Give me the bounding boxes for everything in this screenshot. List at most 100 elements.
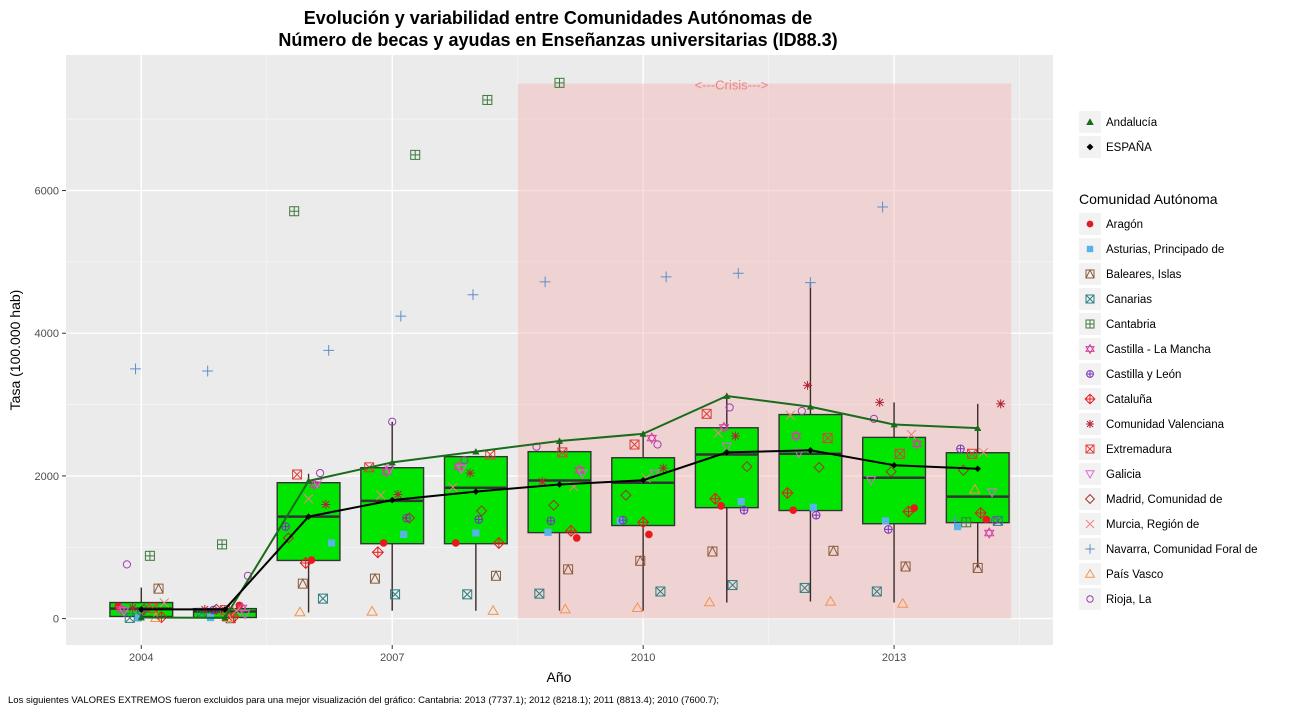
point-cantabria <box>289 206 300 217</box>
boxplot-2006 <box>276 473 341 613</box>
point-rioja-la <box>653 440 662 449</box>
point-comunidad-valenciana <box>658 463 668 473</box>
point-catalu-a <box>709 492 722 505</box>
y-tick-label: 6000 <box>35 186 59 198</box>
legend-key <box>1079 588 1101 610</box>
x-tick-label: 2013 <box>882 652 906 664</box>
y-tick-label: 0 <box>53 614 59 626</box>
legend-label: ESPAÑA <box>1106 141 1152 154</box>
line-point-andalucía <box>806 403 815 410</box>
point-extremadura <box>701 408 712 419</box>
y-axis-title: Tasa (100.000 hab) <box>7 290 23 411</box>
legend-label: Extremadura <box>1106 444 1172 456</box>
point-comunidad-valenciana <box>128 603 138 613</box>
legend-marker-icon <box>1086 220 1094 228</box>
point-comunidad-valenciana <box>465 468 475 478</box>
legend-label: Murcia, Región de <box>1106 519 1199 531</box>
point-catalu-a <box>781 486 794 500</box>
boxplot-2009 <box>527 440 592 611</box>
legend-marker-icon <box>1084 393 1096 405</box>
legend-marker-icon <box>1084 493 1096 505</box>
legend-marker-icon <box>1085 519 1095 529</box>
point-rioja-la <box>725 403 734 412</box>
point-pa-s-vasco <box>703 596 716 607</box>
legend-key <box>1079 563 1101 585</box>
point-cantabria <box>144 550 155 561</box>
x-axis-title: Año <box>547 669 572 685</box>
legend-label: Navarra, Comunidad Foral de <box>1106 544 1258 556</box>
point-galicia <box>239 610 251 620</box>
point-canarias <box>124 612 135 623</box>
legend-label: Cantabria <box>1106 319 1156 331</box>
legend-item: País Vasco <box>1079 563 1163 585</box>
point-castilla-y-le-n <box>811 510 821 520</box>
point-navarra-comunidad-foral-de <box>732 267 744 279</box>
legend-item: Castilla - La Mancha <box>1079 338 1211 360</box>
legend-marker-icon <box>1085 343 1095 355</box>
point-galicia <box>456 464 467 475</box>
point-asturias-principado-de <box>881 517 890 525</box>
point-asturias-principado-de <box>616 517 624 525</box>
point-arag-n <box>982 515 991 524</box>
line-point-andalucía <box>974 424 982 431</box>
point-navarra-comunidad-foral-de <box>395 310 407 322</box>
point-baleares-islas <box>369 573 380 584</box>
grid-minor <box>66 55 1053 645</box>
line-point-andalucía <box>221 614 229 621</box>
legend-item: Asturias, Principado de <box>1079 238 1224 260</box>
legend-label: Cataluña <box>1106 394 1153 406</box>
boxplot-2012 <box>778 282 843 602</box>
boxplots <box>109 282 1010 619</box>
boxplot-2008 <box>443 455 508 611</box>
point-castilla-y-le-n <box>956 444 965 454</box>
point-castilla-la-mancha <box>983 527 995 539</box>
point-castilla-la-mancha <box>646 432 658 445</box>
line-point-españa <box>388 496 396 504</box>
line-point-andalucía <box>388 458 396 466</box>
line-point-andalucía <box>137 613 145 621</box>
point-arag-n <box>910 504 919 512</box>
point-murcia-regi-n-de <box>375 490 386 501</box>
point-madrid-comunidad-de <box>475 505 488 517</box>
legend-key <box>1079 263 1101 285</box>
point-castilla-y-le-n <box>546 516 556 526</box>
line-point-andalucía <box>555 437 564 444</box>
point-baleares-islas <box>153 583 164 594</box>
point-rioja-la <box>460 456 469 465</box>
crisis-label: <---Crisis---> <box>695 78 769 93</box>
point-canarias <box>462 589 473 600</box>
legend-marker-icon <box>1085 444 1095 454</box>
point-madrid-comunidad-de <box>548 499 560 511</box>
point-castilla-y-le-n <box>739 505 749 515</box>
point-cantabria <box>410 149 421 160</box>
point-galicia <box>865 476 877 486</box>
point-pa-s-vasco <box>896 597 909 608</box>
legend-item: Castilla y León <box>1079 363 1181 385</box>
point-baleares-islas <box>297 578 308 589</box>
x-tick-label: 2007 <box>380 652 404 664</box>
point-asturias-principado-de <box>809 503 817 511</box>
point-baleares-islas <box>828 545 839 556</box>
point-canarias <box>799 582 810 593</box>
point-extremadura <box>966 448 977 459</box>
legend-item: Galicia <box>1079 463 1142 485</box>
legend-label: País Vasco <box>1106 569 1163 581</box>
point-asturias-principado-de <box>327 539 336 547</box>
line-point-españa <box>890 461 898 469</box>
point-navarra-comunidad-foral-de <box>323 344 335 356</box>
point-murcia-regi-n-de <box>303 493 314 504</box>
legend-marker-icon <box>1085 470 1095 480</box>
line-point-andalucía <box>723 392 731 399</box>
point-madrid-comunidad-de <box>885 465 897 478</box>
legend-label: Asturias, Principado de <box>1106 244 1224 256</box>
x-axis: 2004 2007 2010 2013 <box>129 645 906 664</box>
point-canarias <box>871 586 882 597</box>
point-asturias-principado-de <box>953 522 962 531</box>
line-point-andalucía <box>639 430 647 437</box>
line-point-españa <box>974 465 981 473</box>
point-catalu-a <box>299 556 312 570</box>
point-murcia-regi-n-de <box>159 598 170 608</box>
point-asturias-principado-de <box>544 528 552 536</box>
point-baleares-islas <box>635 555 646 566</box>
